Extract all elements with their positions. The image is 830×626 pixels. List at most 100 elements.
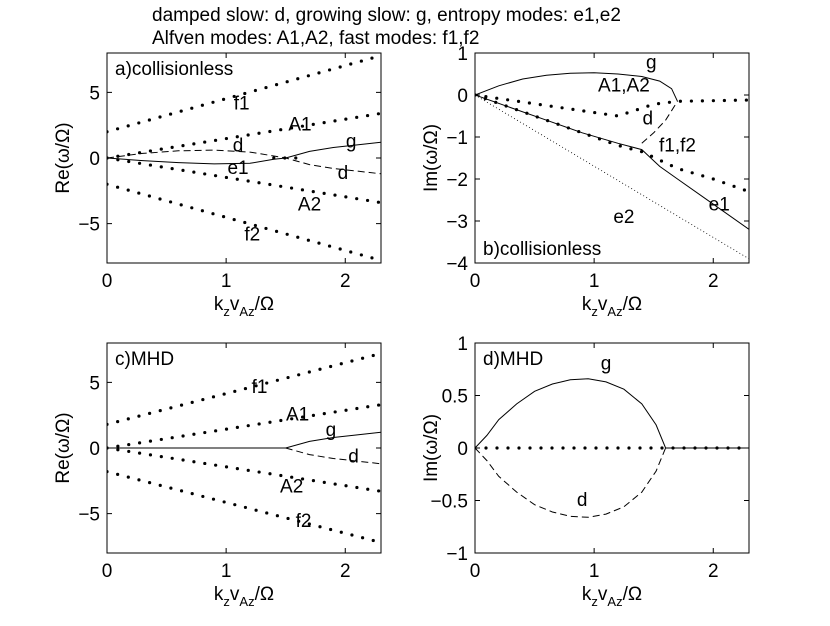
- data-point: [192, 170, 196, 174]
- panel-title: a)collisionless: [115, 59, 233, 80]
- x-axis-label: kzvAz/Ω: [214, 584, 274, 609]
- data-point: [254, 384, 258, 388]
- data-point: [257, 422, 261, 426]
- x-tick-label: 1: [221, 271, 232, 292]
- data-point: [344, 195, 348, 199]
- data-point: [170, 436, 174, 440]
- data-point: [201, 397, 205, 402]
- data-point: [254, 508, 258, 512]
- data-point: [603, 112, 608, 116]
- data-point: [370, 256, 374, 260]
- data-point: [311, 122, 315, 127]
- data-point: [689, 99, 693, 103]
- data-point: [629, 147, 633, 151]
- data-point: [275, 378, 279, 382]
- data-point: [377, 489, 381, 493]
- series-f1-f2: [475, 93, 747, 192]
- data-point: [593, 110, 597, 115]
- data-point: [268, 472, 272, 476]
- annotation-label: f1: [234, 93, 250, 114]
- series-a2: [107, 156, 381, 204]
- data-point: [243, 220, 247, 225]
- data-point: [268, 129, 272, 134]
- y-tick-label: 0: [457, 86, 468, 107]
- data-point: [137, 191, 141, 195]
- data-point: [333, 193, 337, 197]
- data-point: [290, 417, 294, 421]
- data-point: [322, 412, 326, 416]
- data-point: [646, 104, 650, 108]
- data-point: [274, 229, 279, 233]
- data-point: [338, 65, 342, 69]
- series-a1: [107, 403, 381, 450]
- data-point: [350, 533, 354, 537]
- y-tick-label: 1: [457, 334, 468, 355]
- annotation-label: A2: [298, 195, 321, 216]
- panel-title: b)collisionless: [483, 239, 601, 260]
- data-point: [192, 142, 196, 146]
- data-point: [285, 80, 289, 84]
- data-point: [147, 411, 152, 415]
- data-point: [377, 403, 381, 407]
- data-point: [318, 525, 322, 529]
- data-point: [169, 406, 173, 410]
- data-point: [339, 362, 343, 366]
- data-point: [322, 121, 326, 125]
- data-point: [221, 215, 226, 219]
- data-point: [116, 420, 120, 424]
- data-point: [179, 403, 184, 407]
- data-point: [179, 203, 183, 207]
- annotation-label: d: [348, 446, 359, 467]
- data-point: [147, 194, 151, 198]
- data-point: [625, 111, 629, 115]
- data-point: [639, 150, 644, 154]
- data-point: [711, 177, 715, 181]
- data-point: [701, 174, 705, 178]
- data-point: [257, 181, 261, 185]
- header-line-1: damped slow: d, growing slow: g, entropy…: [152, 5, 621, 26]
- data-point: [126, 475, 130, 479]
- data-point: [192, 460, 196, 464]
- data-point: [366, 405, 370, 409]
- annotation-label: A1,A2: [598, 76, 650, 97]
- y-tick-label: −0.5: [430, 492, 468, 513]
- data-point: [333, 482, 337, 486]
- data-point: [350, 359, 354, 363]
- y-tick-label: 0: [457, 439, 468, 460]
- data-point: [179, 109, 183, 113]
- data-point: [311, 413, 316, 417]
- data-point: [614, 114, 619, 118]
- data-point: [190, 106, 194, 110]
- data-point: [246, 133, 250, 137]
- data-point: [203, 461, 207, 466]
- data-point: [349, 62, 353, 66]
- data-point: [246, 424, 250, 428]
- data-point: [289, 186, 294, 190]
- x-axis-label: kzvAz/Ω: [582, 584, 642, 609]
- y-tick-label: −1: [446, 544, 468, 565]
- data-point: [517, 446, 521, 450]
- data-point: [289, 126, 294, 130]
- data-point: [268, 182, 272, 187]
- data-point: [224, 465, 229, 469]
- annotation-label: g: [646, 53, 657, 74]
- data-point: [678, 99, 682, 103]
- data-point: [561, 446, 565, 450]
- x-axis-label: kzvAz/Ω: [214, 294, 274, 319]
- data-point: [649, 446, 653, 450]
- data-point: [355, 406, 359, 411]
- data-point: [137, 414, 141, 418]
- data-point: [704, 446, 708, 450]
- series-group: [475, 378, 749, 518]
- data-point: [107, 470, 109, 474]
- data-point: [246, 179, 250, 183]
- series-f2: [107, 182, 374, 260]
- data-point: [307, 522, 311, 526]
- data-point: [115, 185, 120, 189]
- data-point: [360, 356, 365, 360]
- panel-2: 0 1 2 1 0 −1 −2 −3 −4 kzvAz/Ω Im(ω/Ω) b)collisionle…: [421, 44, 750, 319]
- annotation-label: g: [346, 132, 357, 153]
- data-point: [339, 530, 343, 534]
- data-point: [360, 536, 365, 540]
- data-point: [306, 74, 310, 78]
